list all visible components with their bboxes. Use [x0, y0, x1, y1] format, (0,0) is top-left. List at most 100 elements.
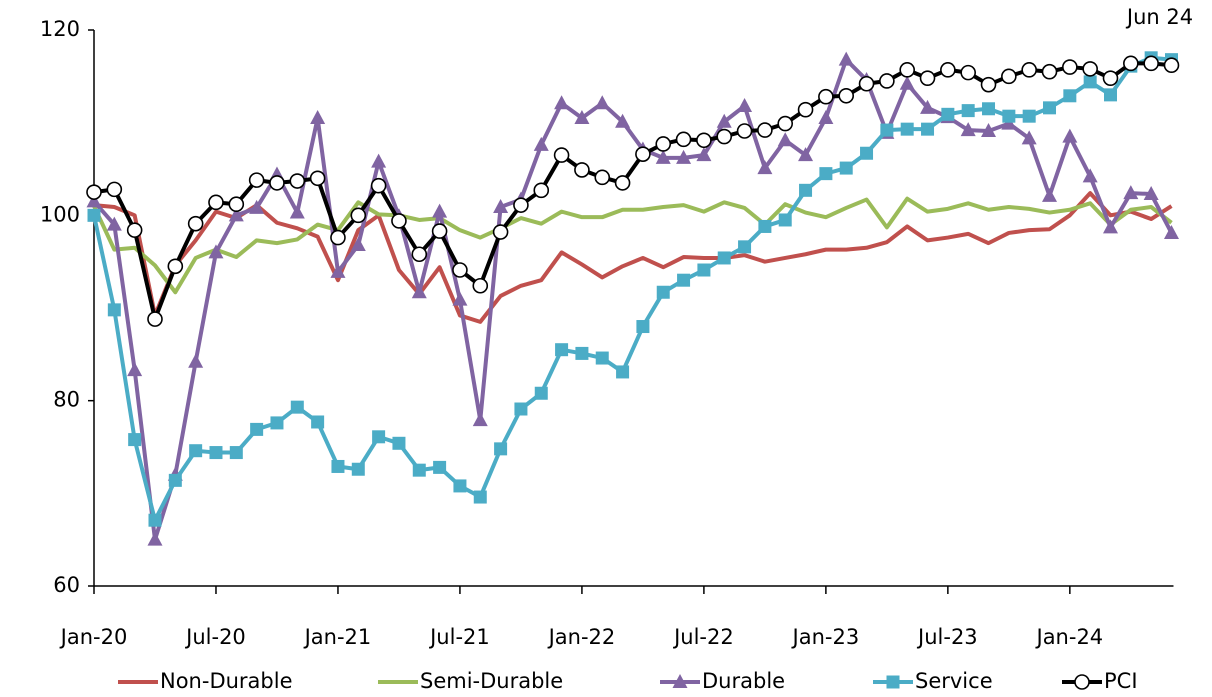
point [737, 97, 753, 112]
point [656, 285, 670, 299]
point [309, 170, 326, 187]
point [555, 343, 569, 357]
point [1043, 101, 1057, 115]
point [412, 463, 426, 477]
point [371, 153, 387, 168]
legend-marker [886, 675, 900, 689]
point [594, 169, 611, 186]
point [270, 416, 284, 430]
point [1102, 70, 1119, 86]
point [1104, 88, 1117, 102]
point [981, 123, 997, 138]
point [982, 102, 996, 116]
point [86, 193, 102, 208]
point [777, 132, 793, 147]
point [717, 251, 731, 265]
point [432, 203, 448, 218]
point [818, 88, 834, 105]
point [941, 107, 955, 121]
point [616, 365, 630, 379]
point [148, 513, 162, 527]
point [1041, 63, 1058, 80]
point [289, 173, 306, 189]
point [960, 64, 976, 81]
point [1022, 109, 1036, 123]
point [899, 62, 916, 78]
point [819, 167, 833, 181]
point [655, 149, 671, 164]
point [574, 110, 590, 125]
legend-marker [672, 674, 688, 688]
series-line [93, 191, 1173, 324]
point [269, 175, 285, 191]
point [472, 412, 488, 427]
point [1001, 68, 1017, 85]
x-tick-label: Jan-24 [1035, 625, 1104, 649]
x-tick-label: Jan-21 [303, 625, 372, 649]
x-tick-label: Jan-22 [547, 625, 616, 649]
point [980, 76, 997, 93]
point [940, 62, 956, 78]
point [696, 147, 712, 162]
point [208, 194, 224, 211]
point [960, 122, 976, 137]
point [107, 303, 121, 317]
point [514, 402, 528, 416]
y-tick-label: 60 [53, 573, 80, 597]
point [697, 263, 711, 277]
point [87, 208, 101, 222]
point [919, 70, 936, 86]
point [1082, 168, 1098, 183]
point [614, 175, 631, 191]
point [330, 229, 346, 246]
x-tick-label: Jul-23 [916, 625, 978, 649]
legend-label: Semi-Durable [420, 669, 563, 693]
point [330, 263, 346, 278]
point [249, 199, 265, 214]
point [228, 207, 244, 222]
point [534, 386, 548, 400]
x-tick-label: Jan-20 [59, 625, 128, 649]
point [106, 216, 122, 231]
point [1163, 57, 1180, 74]
point [494, 442, 508, 456]
point [126, 222, 143, 238]
point [310, 110, 326, 125]
point [209, 446, 223, 460]
point [594, 95, 610, 110]
point [513, 197, 529, 213]
point [1143, 186, 1159, 201]
point [716, 113, 732, 128]
point [879, 73, 895, 89]
point [553, 147, 570, 163]
point [777, 115, 794, 132]
point [1042, 187, 1058, 202]
point [736, 123, 753, 139]
point [311, 415, 325, 429]
point [431, 223, 448, 239]
point [453, 479, 467, 493]
point [168, 473, 182, 487]
point [1163, 224, 1179, 239]
point [838, 87, 855, 104]
point [411, 246, 428, 263]
point [797, 101, 814, 118]
point [106, 181, 123, 198]
y-tick-label: 120 [40, 17, 80, 41]
point [331, 459, 345, 473]
point [452, 291, 468, 306]
point [818, 110, 834, 125]
point [350, 236, 366, 251]
point [229, 446, 243, 460]
point [248, 172, 265, 188]
point [798, 147, 814, 162]
point [86, 184, 102, 200]
point [677, 273, 691, 287]
point [554, 95, 570, 110]
point [920, 99, 936, 114]
x-tick-label: Jul-21 [428, 625, 490, 649]
x-tick-label: Jan-23 [791, 625, 860, 649]
point [128, 433, 142, 447]
point [1082, 61, 1098, 77]
